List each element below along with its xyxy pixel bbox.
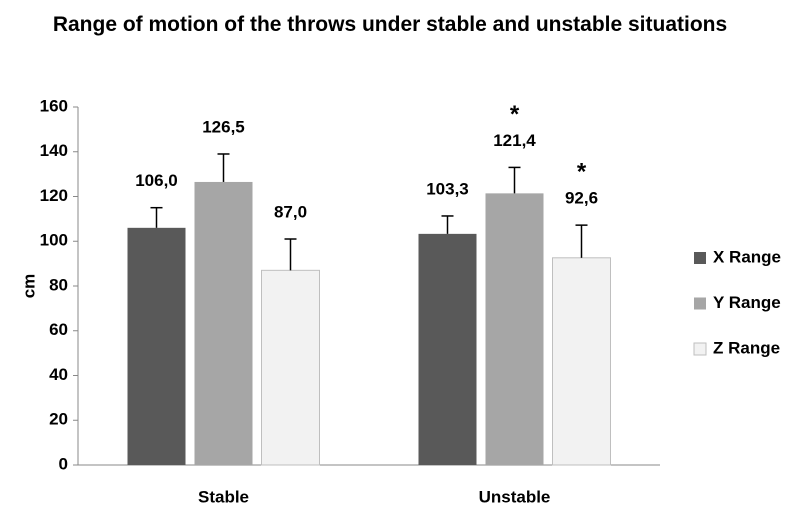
bar: [552, 257, 611, 466]
x-tick-label: Unstable: [479, 487, 551, 506]
y-tick-label: 0: [59, 454, 68, 473]
y-tick-label: 140: [40, 141, 68, 160]
value-label: 92,6: [565, 189, 598, 208]
x-tick-label: Stable: [198, 487, 249, 506]
y-axis-label: cm: [19, 274, 38, 299]
legend-label: Z Range: [713, 338, 780, 357]
y-tick-label: 80: [49, 275, 68, 294]
bar: [485, 193, 544, 465]
legend-swatch: [694, 297, 706, 310]
y-tick-label: 160: [40, 96, 68, 115]
legend-label: Y Range: [713, 293, 781, 312]
value-label: 87,0: [274, 202, 307, 221]
chart-title: Range of motion of the throws under stab…: [52, 13, 728, 36]
value-label: 103,3: [426, 179, 469, 198]
value-label: 126,5: [202, 117, 245, 136]
y-tick-label: 40: [49, 365, 68, 384]
bar: [194, 181, 253, 466]
bar: [418, 233, 477, 465]
bar: [261, 269, 320, 466]
legend-swatch: [693, 342, 707, 356]
annotation: *: [577, 158, 587, 185]
legend-label: X Range: [713, 247, 781, 266]
annotation: *: [510, 101, 520, 128]
y-tick-label: 20: [49, 410, 68, 429]
value-label: 106,0: [135, 171, 178, 190]
y-tick-label: 60: [49, 320, 68, 339]
y-tick-label: 120: [40, 186, 68, 205]
value-label: 121,4: [493, 131, 536, 150]
bar: [127, 227, 186, 465]
legend-swatch: [694, 252, 706, 264]
y-tick-label: 100: [40, 231, 68, 250]
